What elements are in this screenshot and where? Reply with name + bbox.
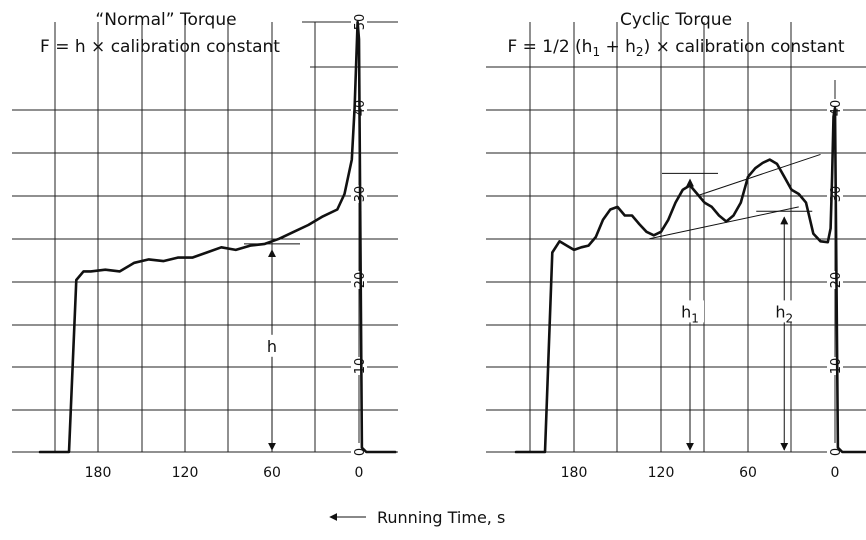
x-tick-label: 120: [172, 465, 199, 481]
right-panel-title: Cyclic Torque: [620, 10, 732, 30]
measurement-label-bg: [258, 334, 286, 357]
right-panel-subtitle: F = 1/2 (h1 + h2) × calibration constant: [507, 37, 844, 59]
x-tick-label: 180: [85, 465, 112, 481]
measurement-label-bg: [676, 300, 704, 323]
y-tick-label: 0: [829, 448, 844, 456]
left-panel-subtitle: F = h × calibration constant: [40, 37, 280, 57]
y-tick-label: 0: [353, 448, 368, 456]
left-panel-title: “Normal” Torque: [95, 10, 236, 30]
x-axis-label: Running Time, s: [377, 508, 505, 527]
subtitle-part-3: ) × calibration constant: [644, 37, 845, 57]
measurement-label: h2: [775, 302, 793, 325]
y-tick-label-bg: [351, 357, 367, 375]
y-tick-label: 40: [829, 100, 844, 117]
x-tick-label: 180: [561, 465, 588, 481]
torque-series-line: [514, 106, 866, 454]
measurement-label: h1: [681, 302, 699, 325]
y-tick-label-bg: [351, 271, 367, 289]
x-tick-label: 0: [355, 465, 364, 481]
measurement-label-bg: [770, 300, 799, 323]
subtitle-part-1: F = 1/2 (h: [507, 37, 592, 57]
x-tick-label: 60: [263, 465, 281, 481]
subtitle-sub-1: 1: [592, 45, 600, 59]
upper-envelope-line: [697, 153, 821, 197]
lower-envelope-line: [649, 206, 799, 240]
x-tick-label: 60: [739, 465, 757, 481]
y-tick-label-bg: [827, 271, 843, 289]
y-tick-label-bg: [351, 13, 367, 31]
x-tick-label: 120: [648, 465, 675, 481]
y-tick-label-bg: [827, 357, 843, 375]
x-tick-label: 0: [831, 465, 840, 481]
torque-series-line: [38, 20, 397, 454]
y-tick-label: 50: [353, 14, 368, 31]
subtitle-part-2: + h: [600, 37, 636, 57]
subtitle-sub-2: 2: [636, 45, 644, 59]
measurement-label: h: [267, 337, 277, 356]
